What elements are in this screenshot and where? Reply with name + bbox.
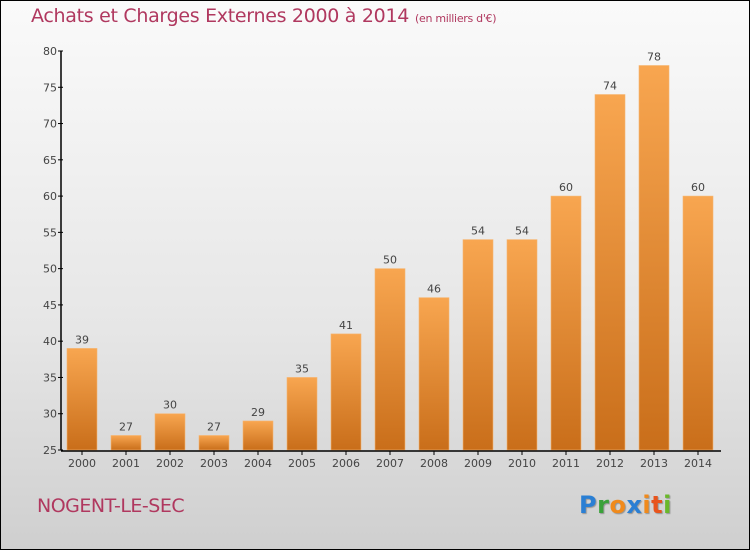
- x-tick-label: 2010: [508, 457, 536, 470]
- x-tick-label: 2006: [332, 457, 360, 470]
- logo-letter: P: [579, 491, 598, 519]
- y-tick-label: 75: [43, 81, 57, 94]
- y-tick-label: 35: [43, 371, 57, 384]
- bar-value-label: 60: [691, 181, 705, 194]
- y-tick-label: 30: [43, 408, 57, 421]
- bar-value-label: 35: [295, 362, 309, 375]
- bar-value-label: 50: [383, 254, 397, 267]
- logo-letter: i: [642, 491, 652, 519]
- x-tick-label: 2002: [156, 457, 184, 470]
- x-tick-label: 2013: [640, 457, 668, 470]
- town-name: NOGENT-LE-SEC: [37, 495, 185, 517]
- bar-2011: [550, 195, 582, 451]
- bar-2005: [286, 377, 318, 451]
- x-tick-label: 2004: [244, 457, 272, 470]
- bar-value-label: 27: [119, 420, 133, 433]
- bar-2010: [506, 239, 538, 451]
- x-tick-label: 2007: [376, 457, 404, 470]
- x-tick-label: 2014: [684, 457, 712, 470]
- y-tick-label: 40: [43, 335, 57, 348]
- bar-value-label: 78: [647, 51, 661, 64]
- bar-value-label: 54: [471, 225, 485, 238]
- x-tick-label: 2005: [288, 457, 316, 470]
- bar-2014: [682, 195, 714, 451]
- bar-value-label: 74: [603, 80, 617, 93]
- bar-value-label: 29: [251, 406, 265, 419]
- bar-2013: [638, 65, 670, 451]
- y-tick-label: 70: [43, 118, 57, 131]
- y-tick-label: 60: [43, 190, 57, 203]
- bar-2000: [66, 348, 98, 451]
- chart-title-text: Achats et Charges Externes 2000 à 2014: [31, 5, 410, 27]
- logo-letter: t: [651, 491, 664, 519]
- x-tick-label: 2000: [68, 457, 96, 470]
- bar-2003: [198, 435, 230, 451]
- bar-2001: [110, 435, 142, 451]
- x-tick-label: 2011: [552, 457, 580, 470]
- bar-value-label: 39: [75, 333, 89, 346]
- x-tick-label: 2012: [596, 457, 624, 470]
- y-tick-label: 65: [43, 154, 57, 167]
- chart-subtitle: (en milliers d'€): [415, 12, 497, 25]
- bar-2007: [374, 268, 406, 451]
- bar-2004: [242, 420, 274, 451]
- x-tick-label: 2001: [112, 457, 140, 470]
- x-tick-label: 2003: [200, 457, 228, 470]
- y-tick-label: 55: [43, 226, 57, 239]
- bar-2009: [462, 239, 494, 451]
- logo-letter: i: [663, 491, 672, 519]
- chart-title: Achats et Charges Externes 2000 à 2014 (e…: [31, 5, 497, 27]
- x-tick-label: 2008: [420, 457, 448, 470]
- y-axis: 25 30 35 40 45 50 55 60 65 70 75 80: [43, 45, 63, 457]
- y-tick-label: 45: [43, 299, 57, 312]
- x-tick-label: 2009: [464, 457, 492, 470]
- bar-value-label: 60: [559, 181, 573, 194]
- bar-value-label: 41: [339, 319, 353, 332]
- logo-letter: o: [609, 491, 627, 519]
- logo-letter: x: [626, 491, 643, 519]
- bar-value-label: 27: [207, 420, 221, 433]
- logo-letter: r: [597, 491, 610, 519]
- x-axis: 2000 2001 2002 2003 2004 2005 2006 2007 2008 2009…: [61, 450, 721, 470]
- y-tick-label: 50: [43, 263, 57, 276]
- bar-2002: [154, 413, 186, 451]
- y-tick-label: 25: [43, 444, 57, 457]
- y-tick-label: 80: [43, 45, 57, 58]
- bar-value-label: 54: [515, 225, 529, 238]
- bars: 39 27 30 27 29 35 41 50 46 54 54 60 74 78 60: [66, 51, 714, 451]
- bar-2008: [418, 297, 450, 451]
- bar-2006: [330, 333, 362, 451]
- bar-value-label: 46: [427, 283, 441, 296]
- bar-2012: [594, 94, 626, 451]
- proxiti-logo[interactable]: Proxiti: [579, 491, 672, 519]
- bar-value-label: 30: [163, 399, 177, 412]
